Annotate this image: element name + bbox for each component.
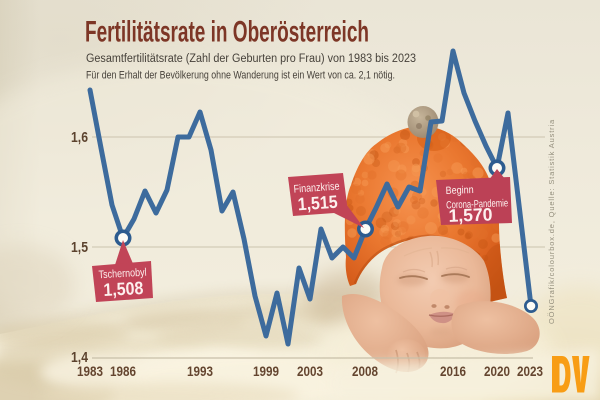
svg-text:1993: 1993: [187, 363, 213, 379]
svg-text:1,5: 1,5: [71, 240, 88, 256]
svg-text:1983: 1983: [77, 363, 103, 379]
svg-text:OÖNGrafik/colourbox.de, Quelle: OÖNGrafik/colourbox.de, Quelle: Statisti…: [547, 119, 556, 324]
svg-text:Fertilitätsrate in Oberösterre: Fertilitätsrate in Oberösterreich: [85, 16, 369, 49]
svg-text:Beginn: Beginn: [445, 184, 474, 197]
svg-text:Tschernobyl: Tschernobyl: [98, 267, 147, 281]
svg-text:2020: 2020: [484, 363, 510, 379]
svg-text:2023: 2023: [517, 363, 543, 379]
svg-text:1,515: 1,515: [297, 192, 338, 215]
svg-text:1,508: 1,508: [103, 278, 144, 300]
svg-text:1,4: 1,4: [71, 350, 88, 366]
svg-text:1,570: 1,570: [448, 204, 493, 226]
svg-text:2003: 2003: [297, 363, 323, 379]
svg-text:1,6: 1,6: [71, 130, 88, 146]
svg-text:2008: 2008: [352, 363, 378, 379]
svg-text:1986: 1986: [110, 363, 136, 379]
svg-text:Corona-Pandemie: Corona-Pandemie: [446, 197, 508, 211]
svg-text:Für den Erhalt der Bevölkerung: Für den Erhalt der Bevölkerung ohne Wand…: [86, 70, 395, 82]
svg-text:Finanzkrise: Finanzkrise: [293, 180, 340, 195]
svg-text:Gesamtfertilitätsrate (Zahl de: Gesamtfertilitätsrate (Zahl der Geburten…: [86, 53, 416, 65]
svg-text:1999: 1999: [253, 363, 279, 379]
svg-text:2016: 2016: [440, 363, 466, 379]
